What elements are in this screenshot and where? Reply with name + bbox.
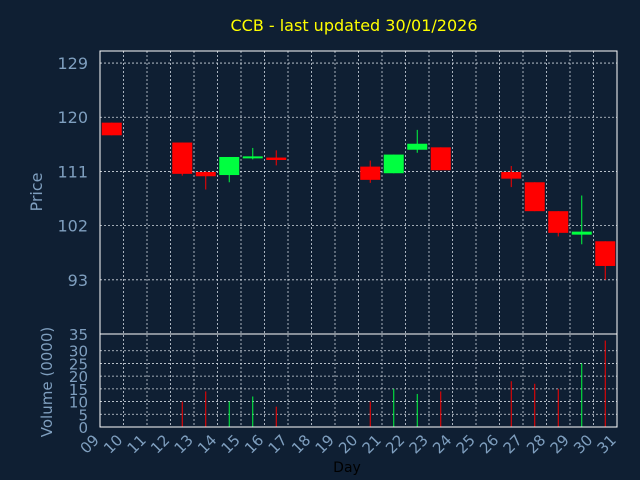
price-tick-label: 129 bbox=[57, 54, 88, 73]
volume-axis-label: Volume (0000) bbox=[38, 327, 56, 437]
candle-body bbox=[172, 142, 193, 174]
x-tick-label: 19 bbox=[312, 431, 338, 457]
grid-layer bbox=[99, 51, 618, 428]
candle-body bbox=[219, 156, 240, 176]
x-tick-label: 27 bbox=[500, 431, 526, 457]
volume-panel bbox=[181, 340, 606, 427]
x-tick-label: 26 bbox=[476, 431, 502, 457]
x-tick-label: 23 bbox=[406, 431, 432, 457]
x-tick-label: 12 bbox=[147, 431, 173, 457]
x-tick-label: 24 bbox=[429, 431, 455, 457]
volume-tick-label: 20 bbox=[69, 368, 88, 386]
price-panel bbox=[101, 122, 616, 280]
candle-body bbox=[501, 172, 522, 179]
volume-tick-label: 30 bbox=[69, 343, 88, 361]
x-tick-label: 11 bbox=[124, 431, 150, 457]
x-tick-label: 14 bbox=[194, 431, 220, 457]
axis-layer: 9310211112012905101520253035091011121314… bbox=[57, 50, 620, 457]
x-tick-label: 10 bbox=[100, 431, 126, 457]
x-tick-label: 31 bbox=[594, 431, 620, 457]
x-tick-label: 29 bbox=[547, 431, 573, 457]
x-tick-label: 16 bbox=[241, 431, 267, 457]
x-tick-label: 17 bbox=[265, 431, 291, 457]
x-tick-label: 28 bbox=[523, 431, 549, 457]
x-tick-label: 15 bbox=[218, 431, 244, 457]
x-tick-label: 30 bbox=[570, 431, 596, 457]
price-tick-label: 120 bbox=[57, 108, 88, 127]
candle-body bbox=[524, 182, 545, 212]
x-tick-label: 21 bbox=[359, 431, 385, 457]
candle-body bbox=[595, 241, 616, 266]
x-tick-label: 18 bbox=[288, 431, 314, 457]
price-tick-label: 102 bbox=[57, 217, 88, 236]
price-tick-label: 111 bbox=[57, 162, 88, 181]
volume-tick-label: 15 bbox=[69, 381, 88, 399]
price-tick-label: 93 bbox=[68, 271, 88, 290]
candle-body bbox=[266, 157, 287, 160]
plot-frame bbox=[99, 50, 618, 428]
x-axis-label: Day bbox=[333, 460, 361, 476]
chart-title: CCB - last updated 30/01/2026 bbox=[230, 16, 477, 35]
candle-body bbox=[195, 172, 216, 177]
candle-body bbox=[407, 143, 428, 150]
candle-body bbox=[383, 154, 404, 174]
x-tick-label: 25 bbox=[453, 431, 479, 457]
volume-tick-label: 25 bbox=[69, 355, 88, 373]
volume-tick-label: 10 bbox=[69, 394, 88, 412]
candle-body bbox=[360, 166, 381, 180]
x-tick-label: 20 bbox=[335, 431, 361, 457]
candle-body bbox=[548, 211, 569, 233]
volume-tick-label: 0 bbox=[78, 419, 88, 437]
candle-body bbox=[430, 147, 451, 171]
x-tick-label: 22 bbox=[382, 431, 408, 457]
candle-body bbox=[242, 156, 263, 159]
price-axis-label: Price bbox=[27, 172, 46, 211]
volume-tick-label: 35 bbox=[69, 326, 88, 344]
volume-tick-label: 5 bbox=[78, 406, 88, 424]
candle-body bbox=[571, 231, 592, 235]
candle-body bbox=[101, 122, 122, 136]
x-tick-label: 13 bbox=[171, 431, 197, 457]
